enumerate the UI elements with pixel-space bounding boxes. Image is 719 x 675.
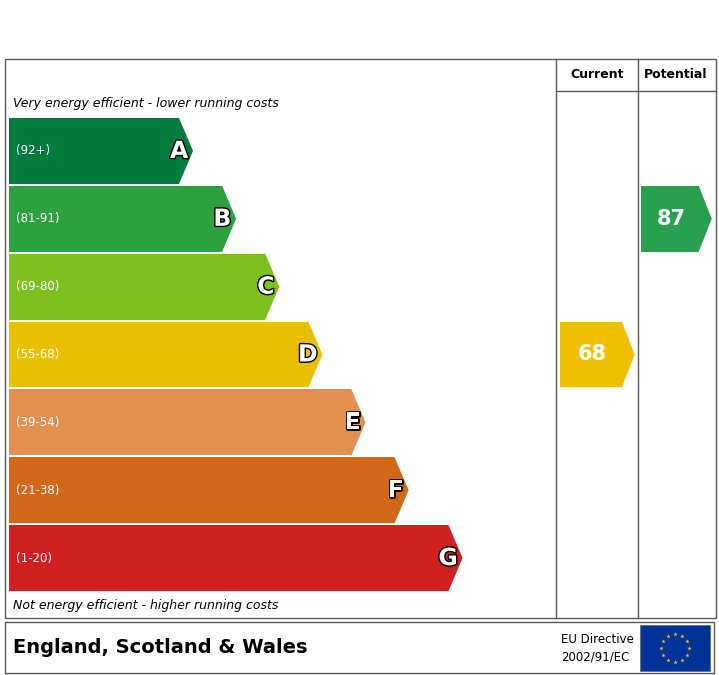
Bar bbox=[9, 389, 351, 455]
Text: E: E bbox=[344, 410, 361, 434]
Polygon shape bbox=[448, 525, 462, 591]
Text: (39-54): (39-54) bbox=[16, 416, 60, 429]
Bar bbox=[560, 321, 621, 387]
Text: Not energy efficient - higher running costs: Not energy efficient - higher running co… bbox=[13, 599, 278, 612]
Text: 2002/91/EC: 2002/91/EC bbox=[561, 651, 629, 664]
Text: (55-68): (55-68) bbox=[16, 348, 59, 361]
Text: D: D bbox=[298, 342, 318, 367]
Text: Energy Efficiency Rating: Energy Efficiency Rating bbox=[13, 14, 415, 43]
Polygon shape bbox=[221, 186, 235, 252]
Text: A: A bbox=[170, 139, 188, 163]
Polygon shape bbox=[698, 186, 711, 252]
Bar bbox=[9, 457, 394, 523]
Polygon shape bbox=[308, 321, 321, 387]
Text: England, Scotland & Wales: England, Scotland & Wales bbox=[13, 638, 308, 657]
Polygon shape bbox=[178, 118, 192, 184]
Text: G: G bbox=[439, 546, 458, 570]
Text: (81-91): (81-91) bbox=[16, 212, 60, 225]
Text: 68: 68 bbox=[578, 344, 607, 364]
Polygon shape bbox=[621, 321, 634, 387]
Bar bbox=[9, 186, 221, 252]
Text: Very energy efficient - lower running costs: Very energy efficient - lower running co… bbox=[13, 97, 279, 111]
Text: EU Directive: EU Directive bbox=[561, 632, 634, 646]
Polygon shape bbox=[351, 389, 365, 455]
Text: F: F bbox=[388, 478, 404, 502]
Text: Potential: Potential bbox=[644, 68, 707, 82]
Text: Current: Current bbox=[570, 68, 624, 82]
Bar bbox=[9, 525, 448, 591]
Bar bbox=[9, 254, 265, 319]
Polygon shape bbox=[265, 254, 278, 319]
Text: (1-20): (1-20) bbox=[16, 551, 52, 564]
Bar bbox=[9, 321, 308, 387]
Polygon shape bbox=[394, 457, 408, 523]
Text: C: C bbox=[257, 275, 275, 298]
Text: 87: 87 bbox=[657, 209, 686, 229]
Bar bbox=[640, 625, 710, 671]
Bar bbox=[9, 118, 178, 184]
Text: (69-80): (69-80) bbox=[16, 280, 60, 293]
Text: (92+): (92+) bbox=[16, 144, 50, 157]
Text: B: B bbox=[214, 207, 232, 231]
Text: (21-38): (21-38) bbox=[16, 484, 60, 497]
Bar bbox=[641, 186, 698, 252]
